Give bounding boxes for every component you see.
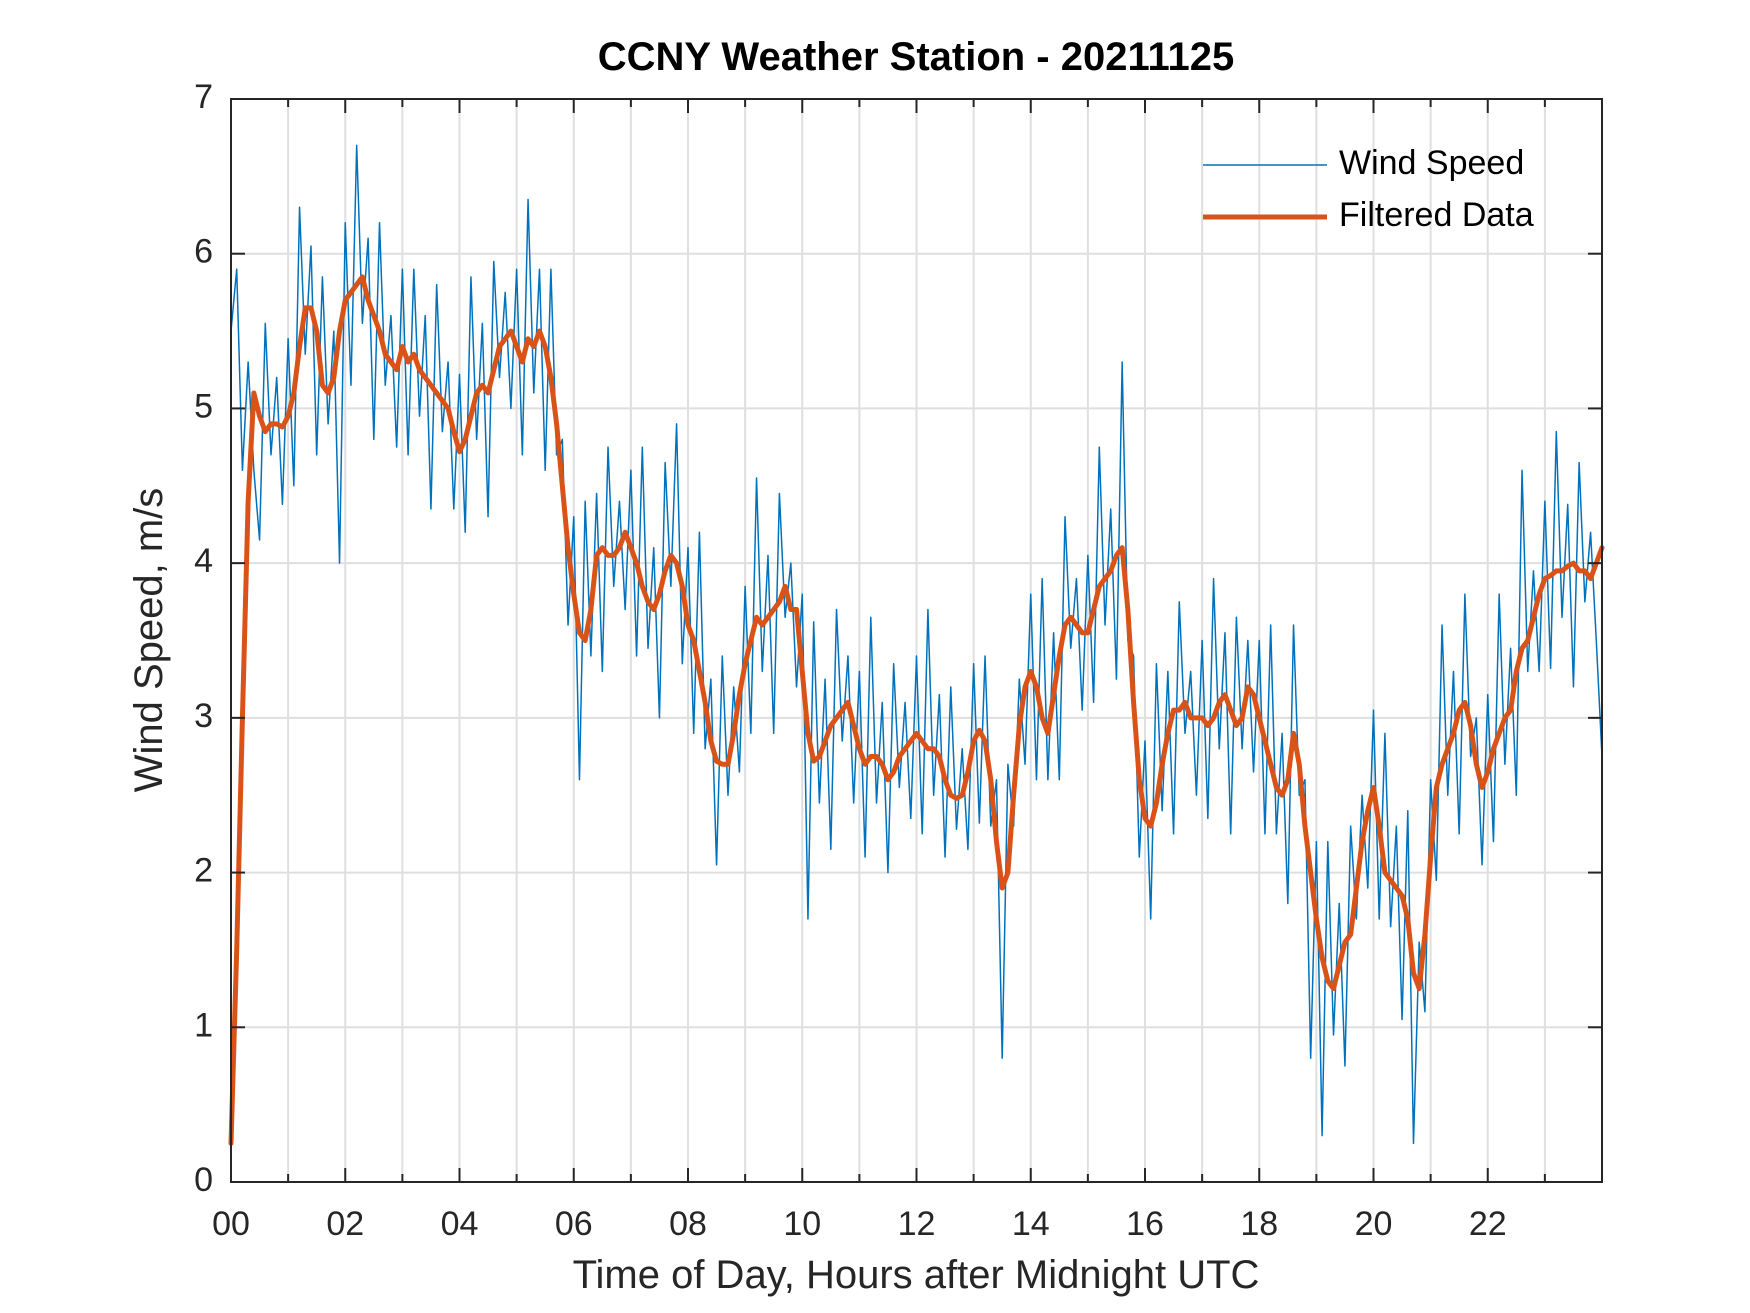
x-tick-label: 10 [783,1205,821,1243]
legend: Wind Speed Filtered Data [1203,144,1534,234]
x-tick-label: 02 [326,1205,364,1243]
x-tick-label: 16 [1126,1205,1164,1243]
y-tick-label: 3 [194,697,213,735]
x-tick-label: 18 [1240,1205,1278,1243]
x-tick-label: 14 [1012,1205,1050,1243]
y-tick-label: 4 [194,542,213,580]
y-tick-label: 7 [194,78,213,116]
data-line [230,144,1603,1145]
data-layer [228,144,1605,1146]
x-tick-label: 12 [898,1205,936,1243]
y-tick-label: 5 [194,387,213,425]
y-tick-label: 1 [194,1006,213,1044]
y-tick-label: 0 [194,1161,213,1199]
legend-label: Filtered Data [1339,196,1534,234]
x-tick-label: 04 [441,1205,479,1243]
legend-label: Wind Speed [1339,144,1524,182]
x-tick-label: 06 [555,1205,593,1243]
y-tick-label: 6 [194,233,213,271]
x-tick-label: 08 [669,1205,707,1243]
x-axis-label: Time of Day, Hours after Midnight UTC [573,1253,1260,1297]
x-tick-label: 22 [1469,1205,1507,1243]
x-tick-label: 00 [212,1205,250,1243]
data-line [228,274,1605,1146]
y-tick-label: 2 [194,852,213,890]
axes-box [230,98,1603,1183]
x-tick-label: 20 [1355,1205,1393,1243]
chart-title: CCNY Weather Station - 20211125 [598,35,1235,79]
y-axis-label: Wind Speed, m/s [127,488,171,793]
